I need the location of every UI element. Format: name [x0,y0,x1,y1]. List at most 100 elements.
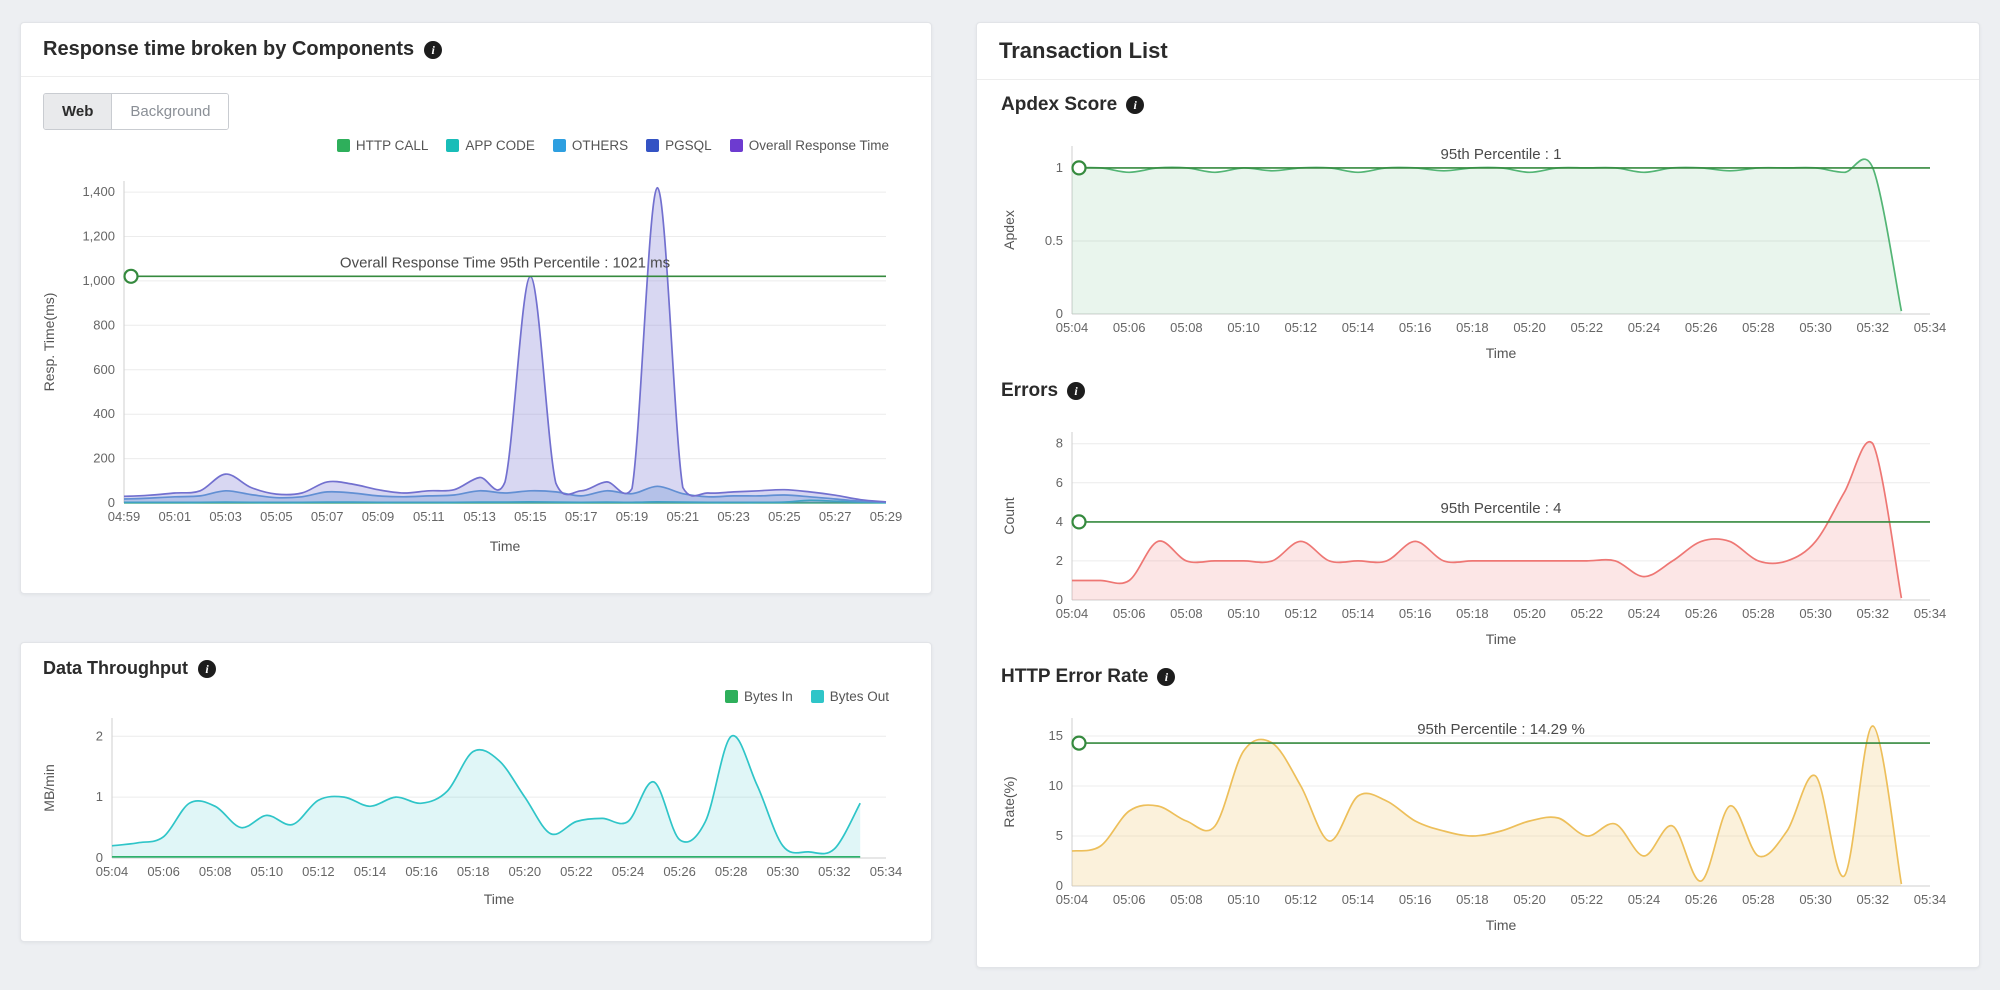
svg-text:05:21: 05:21 [667,509,700,524]
svg-text:05:28: 05:28 [1742,320,1775,335]
legend-item[interactable]: PGSQL [646,138,712,153]
svg-text:05:24: 05:24 [1628,606,1661,621]
svg-text:6: 6 [1056,475,1063,490]
svg-text:05:19: 05:19 [616,509,649,524]
info-icon[interactable]: i [424,40,443,59]
svg-text:Time: Time [1486,917,1517,933]
svg-text:Time: Time [484,891,515,907]
svg-text:05:04: 05:04 [96,864,129,879]
svg-text:04:59: 04:59 [108,509,141,524]
svg-text:05:30: 05:30 [1799,606,1832,621]
apdex-chart[interactable]: 0 0.5 1 05:04 05:06 05:08 05:10 05:12 05:14 05:16… [1000,120,1956,366]
svg-text:05:10: 05:10 [1227,892,1260,907]
svg-text:05:09: 05:09 [362,509,395,524]
info-icon[interactable]: i [1067,382,1086,400]
transaction-list-card-title: Transaction List [999,38,1168,63]
svg-text:Time: Time [1486,345,1517,361]
svg-text:05:26: 05:26 [1685,320,1718,335]
svg-text:05:12: 05:12 [302,864,335,879]
svg-text:05:06: 05:06 [147,864,180,879]
svg-text:05:23: 05:23 [717,509,750,524]
svg-text:05:07: 05:07 [311,509,344,524]
svg-text:05:27: 05:27 [819,509,852,524]
svg-text:05:12: 05:12 [1285,606,1318,621]
info-icon[interactable]: i [1126,96,1145,114]
svg-text:05:16: 05:16 [405,864,438,879]
info-icon[interactable]: i [1157,668,1176,686]
svg-text:05:06: 05:06 [1113,892,1146,907]
svg-text:05:22: 05:22 [560,864,593,879]
svg-text:800: 800 [93,317,115,332]
errors-chart[interactable]: 0 2 4 6 8 05:04 05:06 05:08 05:10 05:12 05:14 05:16… [1000,406,1956,652]
http-error-rate-chart[interactable]: 0 5 10 15 05:04 05:06 05:08 05:10 05:12 05:14 05:1… [1000,692,1956,938]
svg-text:05:32: 05:32 [1857,892,1890,907]
svg-text:05:08: 05:08 [1170,320,1203,335]
svg-text:05:22: 05:22 [1571,892,1604,907]
response-time-chart[interactable]: 0 200 400 600 800 1,000 1,200 1,400 04:59 05:01 05… [40,155,912,559]
legend-swatch-icon [729,139,743,152]
svg-text:05:14: 05:14 [1342,892,1375,907]
data-throughput-chart[interactable]: 0 1 2 05:04 05:06 05:08 05:10 05:12 05:14 05:16 05… [40,706,912,912]
response-time-legend: HTTP CALL APP CODE OTHERS PGSQL Overall Resp… [21,132,931,155]
legend-swatch-icon [810,690,824,703]
tab-web[interactable]: Web [44,94,113,129]
svg-text:05:24: 05:24 [1628,320,1661,335]
svg-text:05:10: 05:10 [1227,606,1260,621]
svg-text:8: 8 [1056,436,1063,451]
svg-text:05:15: 05:15 [514,509,547,524]
svg-text:05:28: 05:28 [1742,892,1775,907]
svg-text:05:29: 05:29 [870,509,903,524]
apdex-section: Apdex Score i 0 0.5 1 05:04 05:06 05:08 05:10 0… [977,80,1979,366]
web-background-tab-group: Web Background [43,93,230,130]
svg-text:05:30: 05:30 [1799,892,1832,907]
svg-text:05:17: 05:17 [565,509,598,524]
svg-text:1,000: 1,000 [82,273,115,288]
http-error-rate-section-title: HTTP Error Rate [1001,666,1149,687]
svg-text:05:06: 05:06 [1113,606,1146,621]
legend-label: Bytes Out [829,689,889,704]
svg-text:5: 5 [1056,828,1063,843]
legend-item[interactable]: Bytes Out [810,689,889,704]
svg-text:05:30: 05:30 [767,864,800,879]
svg-text:95th Percentile : 4: 95th Percentile : 4 [1441,500,1562,517]
legend-item[interactable]: Bytes In [724,689,793,704]
svg-text:0: 0 [1056,306,1063,321]
legend-item[interactable]: OTHERS [552,138,629,153]
svg-text:400: 400 [93,406,115,421]
svg-text:05:24: 05:24 [1628,892,1661,907]
legend-item[interactable]: APP CODE [446,138,535,153]
svg-text:05:18: 05:18 [1456,320,1489,335]
svg-text:05:18: 05:18 [457,864,490,879]
legend-label: OTHERS [571,138,629,153]
legend-swatch-icon [336,139,350,152]
errors-section-header: Errors i [997,370,1959,406]
svg-text:05:34: 05:34 [870,864,903,879]
svg-text:05:11: 05:11 [413,509,445,524]
svg-text:05:05: 05:05 [260,509,293,524]
svg-text:05:12: 05:12 [1285,320,1318,335]
svg-text:4: 4 [1056,514,1063,529]
svg-text:0: 0 [108,495,115,510]
svg-text:05:20: 05:20 [1513,606,1546,621]
legend-swatch-icon [724,690,738,703]
svg-text:05:20: 05:20 [1513,892,1546,907]
svg-text:1,400: 1,400 [82,184,115,199]
svg-text:Time: Time [1486,631,1517,647]
svg-text:05:08: 05:08 [1170,892,1203,907]
svg-text:05:28: 05:28 [715,864,748,879]
info-icon[interactable]: i [197,659,216,678]
svg-text:MB/min: MB/min [41,764,57,811]
legend-item[interactable]: HTTP CALL [336,138,428,153]
svg-text:0: 0 [1056,592,1063,607]
svg-text:05:10: 05:10 [1227,320,1260,335]
svg-text:05:18: 05:18 [1456,892,1489,907]
tab-background[interactable]: Background [112,94,229,129]
svg-text:05:22: 05:22 [1571,320,1604,335]
legend-item[interactable]: Overall Response Time [729,138,889,153]
svg-text:600: 600 [93,362,115,377]
legend-label: Bytes In [743,689,793,704]
svg-text:10: 10 [1049,778,1063,793]
svg-text:05:32: 05:32 [1857,320,1890,335]
response-time-card-title: Response time broken by Components [43,38,415,60]
svg-text:2: 2 [96,728,103,743]
